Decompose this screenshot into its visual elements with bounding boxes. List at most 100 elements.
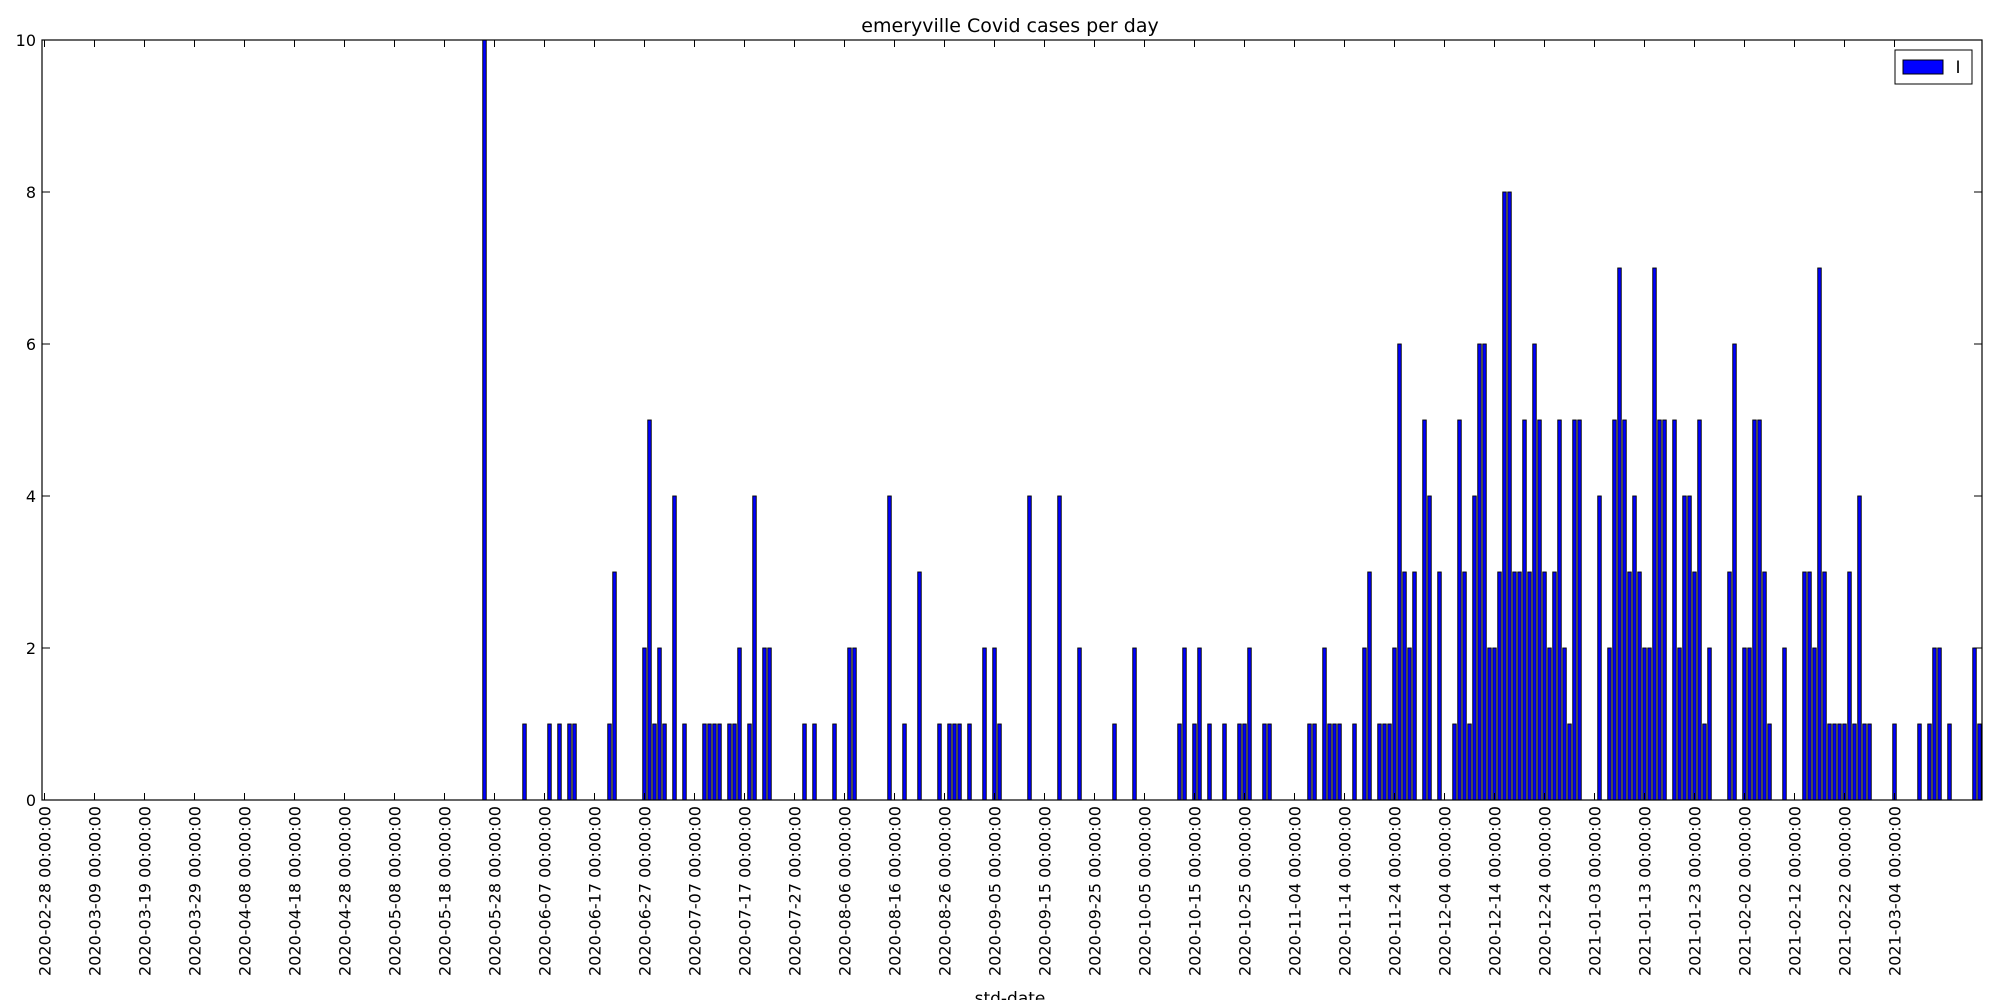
legend: I [1894,49,1973,85]
x-tick-label: 2020-09-25 00:00:00 [1086,806,1105,976]
bar [672,495,677,801]
bar [902,723,907,801]
bar [917,571,922,801]
bar [1822,571,1827,801]
bar [982,647,987,801]
plot-frame [41,39,1983,801]
x-tick-label: 2020-09-05 00:00:00 [986,806,1005,976]
bar [522,723,527,801]
bar [1832,723,1837,801]
bar [1237,723,1242,801]
bar [1552,571,1557,801]
bar [847,647,852,801]
bar [1672,419,1677,801]
bar [1352,723,1357,801]
bar [1732,343,1737,801]
bar [1537,419,1542,801]
bar [1647,647,1652,801]
bar [1657,419,1662,801]
bar [1927,723,1932,801]
x-tick-label: 2021-02-02 00:00:00 [1736,806,1755,976]
x-tick-label: 2020-10-15 00:00:00 [1186,806,1205,976]
y-tick-label: 10 [16,31,36,50]
bar [737,647,742,801]
bar [1752,419,1757,801]
bar [1747,647,1752,801]
bar [1132,647,1137,801]
bar [767,647,772,801]
x-tick-label: 2020-04-08 00:00:00 [236,806,255,976]
bar [1192,723,1197,801]
legend-label: I [1955,58,1960,78]
x-tick-label: 2020-05-28 00:00:00 [486,806,505,976]
bar [1367,571,1372,801]
bar [1487,647,1492,801]
bar [752,495,757,801]
bar [652,723,657,801]
bar [1467,723,1472,801]
bar [1847,571,1852,801]
bar [1782,647,1787,801]
bar [1892,723,1897,801]
x-tick-label: 2020-04-18 00:00:00 [286,806,305,976]
bar [1742,647,1747,801]
x-tick-label: 2020-10-05 00:00:00 [1136,806,1155,976]
bar [1972,647,1977,801]
bar [572,723,577,801]
bar [1827,723,1832,801]
bar [1542,571,1547,801]
bar [567,723,572,801]
bar [1402,571,1407,801]
bar [1457,419,1462,801]
bar [832,723,837,801]
bar [1867,723,1872,801]
bar [1612,419,1617,801]
bar [1707,647,1712,801]
bar [1837,723,1842,801]
y-tick-label: 8 [26,183,36,202]
bar [1632,495,1637,801]
bar [1642,647,1647,801]
bar [1547,647,1552,801]
bar [1312,723,1317,801]
y-tick-label: 6 [26,335,36,354]
bar [1422,419,1427,801]
bar [682,723,687,801]
x-tick-label: 2020-12-14 00:00:00 [1486,806,1505,976]
chart-title: emeryville Covid cases per day [861,15,1158,37]
bar [1177,723,1182,801]
x-tick-label: 2020-11-04 00:00:00 [1286,806,1305,976]
bar [1807,571,1812,801]
bar [1687,495,1692,801]
x-tick-label: 2021-02-22 00:00:00 [1836,806,1855,976]
bar [1437,571,1442,801]
x-tick-label: 2020-03-29 00:00:00 [186,806,205,976]
bar [712,723,717,801]
bar [952,723,957,801]
bar [802,723,807,801]
bar [1492,647,1497,801]
bar [642,647,647,801]
bar [1482,343,1487,801]
bar [1242,723,1247,801]
bar [852,647,857,801]
bar [1392,647,1397,801]
bar [1197,647,1202,801]
bar [1852,723,1857,801]
bar [1337,723,1342,801]
bar [1652,267,1657,801]
bar [1842,723,1847,801]
bar [1567,723,1572,801]
x-tick-label: 2020-07-07 00:00:00 [686,806,705,976]
bar [1507,191,1512,801]
x-tick-label: 2020-07-27 00:00:00 [786,806,805,976]
x-tick-label: 2021-01-13 00:00:00 [1636,806,1655,976]
bar [1207,723,1212,801]
bar [1932,647,1937,801]
bar [1322,647,1327,801]
bar [1607,647,1612,801]
bar [812,723,817,801]
bar [992,647,997,801]
bar [1557,419,1562,801]
